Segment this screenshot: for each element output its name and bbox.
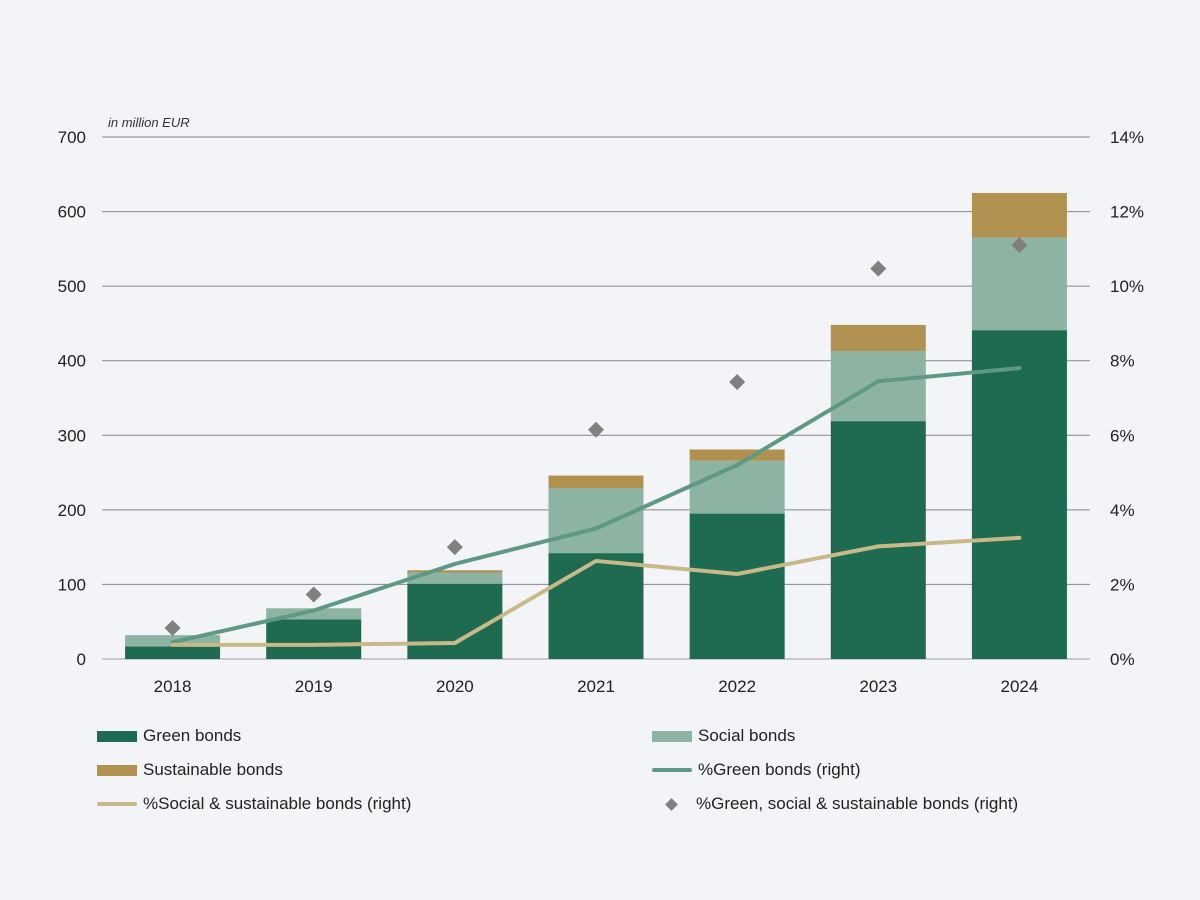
bar-green-bonds-2018 [125,646,221,659]
bar-sustainable-bonds-2021 [548,475,644,489]
bar-sustainable-bonds-2024 [971,192,1067,238]
y2-tick-label: 10% [1110,277,1144,296]
legend-swatch-pct-social-sustainable [97,802,137,806]
bar-social-bonds-2023 [830,351,926,422]
bar-green-bonds-2023 [830,421,926,659]
x-tick-label: 2022 [718,677,756,696]
y-tick-label: 700 [58,128,86,147]
line-social-sustainable-bonds-right [170,535,1022,647]
bar-social-bonds-2022 [689,460,785,514]
y2-tick-label: 14% [1110,128,1144,147]
marker-pct-all-2023 [870,260,887,277]
x-tick-label: 2023 [859,677,897,696]
y-tick-label: 400 [58,352,86,371]
bar-green-bonds-2022 [689,513,785,659]
bar-sustainable-bonds-2022 [689,449,785,461]
legend-label-pct-all: %Green, social & sustainable bonds (righ… [696,794,1019,813]
legend-swatch-pct-all [665,797,678,811]
marker-pct-all-2020 [446,539,463,556]
legend: Green bonds Social bonds Sustainable bon… [0,720,1200,830]
x-tick-label: 2019 [295,677,333,696]
legend-item-social-bonds: Social bonds [652,726,795,746]
bar-sustainable-bonds-2023 [830,324,926,352]
marker-pct-all-2024 [1011,237,1028,254]
bar-green-bonds-2020 [407,583,503,659]
legend-item-green-bonds: Green bonds [97,726,241,746]
y2-tick-label: 8% [1110,352,1135,371]
x-tick-label: 2024 [1001,677,1039,696]
y2-tick-label: 2% [1110,575,1135,594]
y-tick-label: 100 [58,575,86,594]
y-tick-label: 300 [58,426,86,445]
x-tick-label: 2018 [154,677,192,696]
y2-tick-label: 4% [1110,501,1135,520]
legend-swatch-green-bonds [97,730,137,742]
marker-pct-all-2019 [305,586,322,603]
y2-tick-label: 6% [1110,426,1135,445]
legend-label-sustainable-bonds: Sustainable bonds [143,760,283,779]
marker-pct-all-2021 [588,421,604,438]
legend-item-pct-green: %Green bonds (right) [652,760,861,780]
y-tick-label: 0 [77,650,86,669]
x-tick-label: 2021 [577,677,615,696]
y-tick-label: 600 [58,203,86,222]
bar-social-bonds-2019 [266,608,362,620]
bar-green-bonds-2021 [548,553,644,659]
legend-item-pct-social-sustainable: %Social & sustainable bonds (right) [97,794,411,814]
legend-label-green-bonds: Green bonds [143,726,242,745]
y-tick-label: 500 [58,277,86,296]
marker-pct-all-2018 [164,620,181,637]
y2-tick-label: 12% [1110,203,1144,222]
bar-social-bonds-2020 [407,572,503,584]
y-tick-label: 200 [58,501,86,520]
y2-tick-label: 0% [1110,650,1135,669]
legend-swatch-pct-green [652,768,692,772]
legend-item-sustainable-bonds: Sustainable bonds [97,760,283,780]
legend-swatch-sustainable-bonds [97,764,137,776]
unit-note: in million EUR [108,115,190,130]
bar-sustainable-bonds-2020 [407,570,503,573]
bar-green-bonds-2024 [971,330,1067,659]
marker-pct-all-2022 [729,373,746,390]
legend-label-pct-green: %Green bonds (right) [698,760,861,779]
bar-green-bonds-2019 [266,619,362,659]
chart-svg: in million EUR 0 100 200 300 400 500 600 700 0% 2… [58,115,1144,696]
legend-swatch-social-bonds [652,730,692,742]
bar-social-bonds-2021 [548,488,644,554]
x-tick-label: 2020 [436,677,474,696]
legend-item-pct-all: %Green, social & sustainable bonds (righ… [652,794,1018,814]
legend-label-social-bonds: Social bonds [698,726,796,745]
line-green-bonds-right [170,366,1022,645]
legend-label-pct-social-sustainable: %Social & sustainable bonds (right) [143,794,412,813]
